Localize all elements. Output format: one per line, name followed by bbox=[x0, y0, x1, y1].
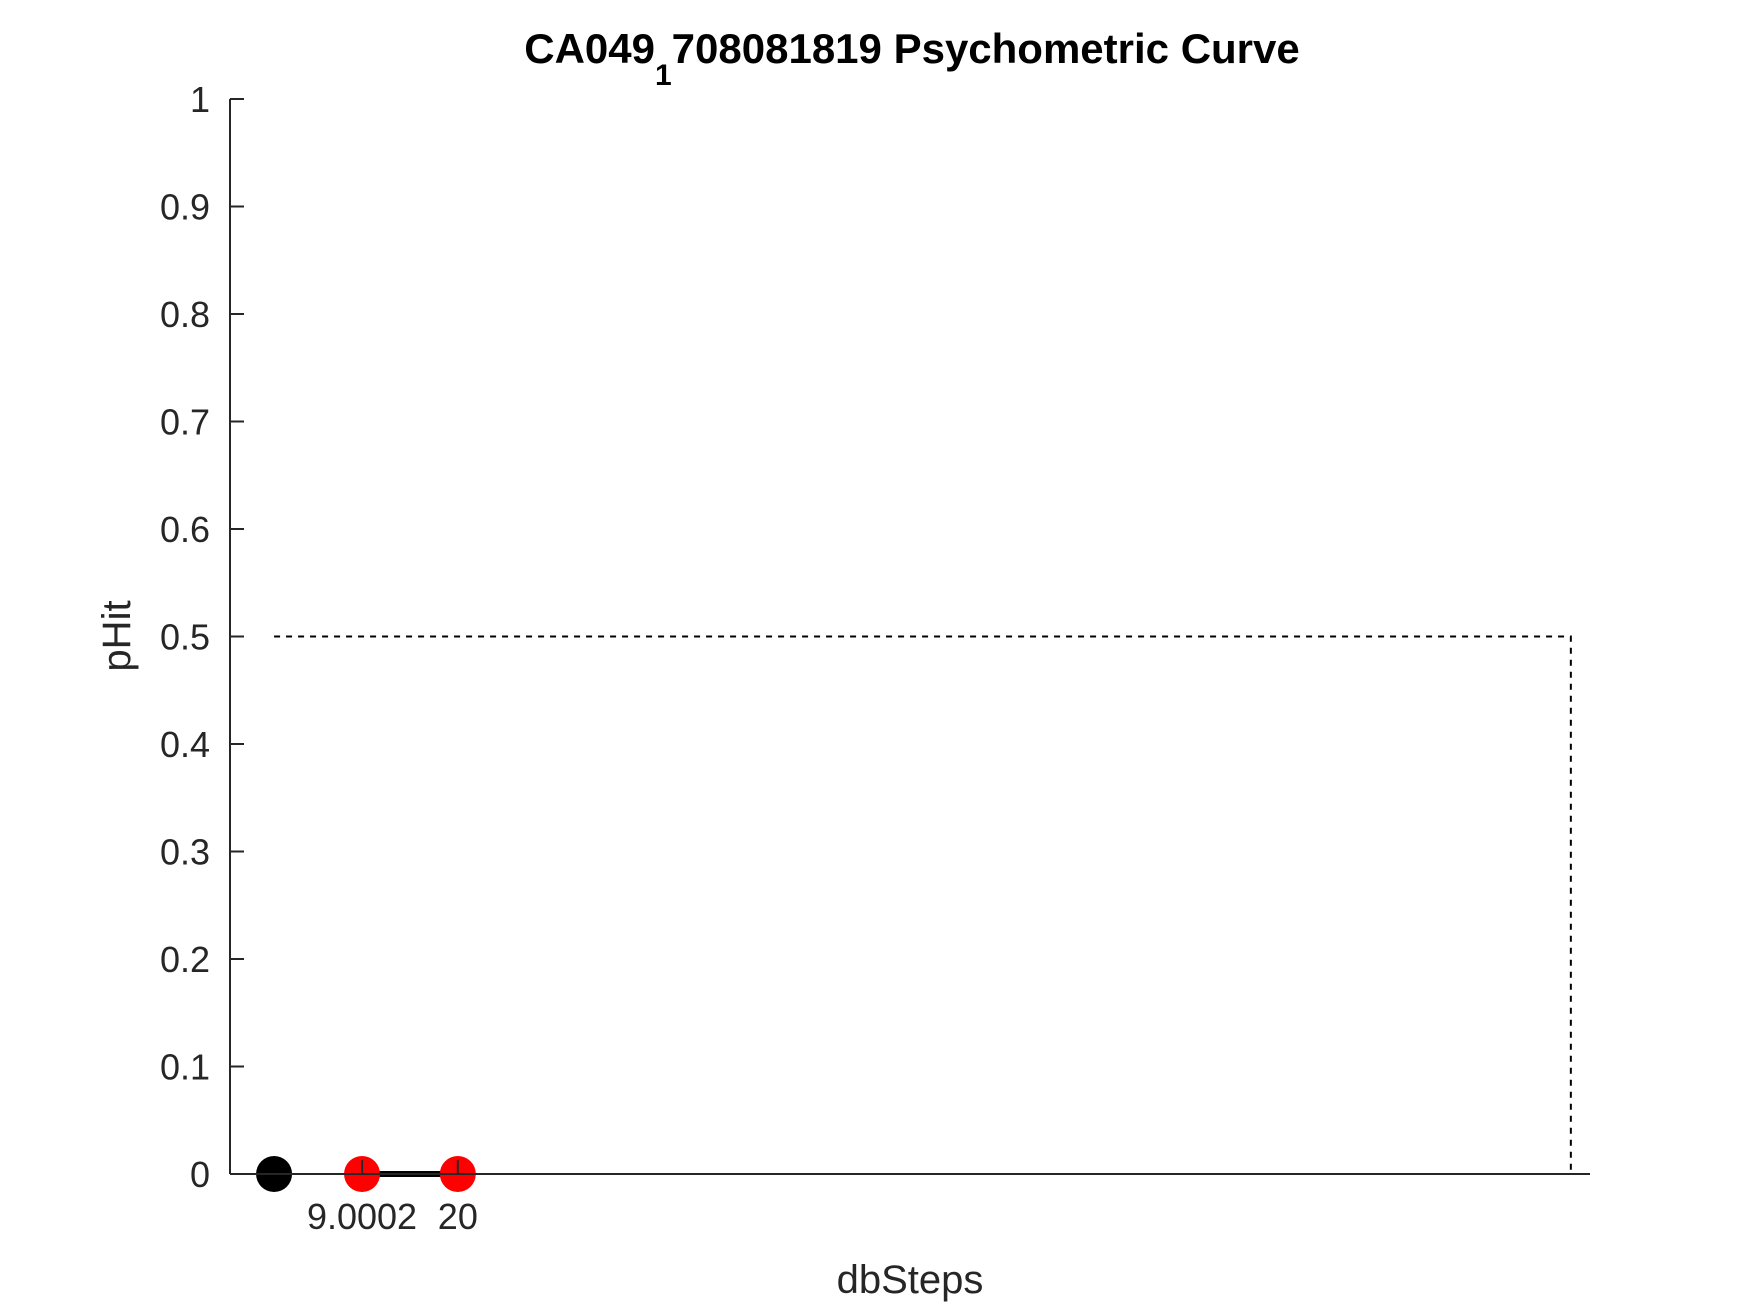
threshold-dashed-line bbox=[274, 635, 1572, 1174]
y-tick-label: 1 bbox=[190, 79, 210, 120]
y-axis-label: pHit bbox=[95, 600, 139, 671]
chart-title-main: CA049 bbox=[524, 25, 655, 72]
y-tick-label: 0.4 bbox=[160, 724, 210, 765]
y-tick-label: 0 bbox=[190, 1154, 210, 1195]
y-tick-label: 0.5 bbox=[160, 617, 210, 658]
y-axis-ticks: 0 0.1 0.2 0.3 0.4 0.5 0.6 0.7 0.8 0.9 1 bbox=[160, 79, 244, 1195]
x-tick-label: 9.0002 bbox=[307, 1196, 417, 1237]
threshold-layer bbox=[274, 635, 1572, 1174]
y-tick-label: 0.7 bbox=[160, 402, 210, 443]
x-axis-label: dbSteps bbox=[837, 1258, 984, 1302]
y-tick-label: 0.8 bbox=[160, 294, 210, 335]
y-tick-label: 0.1 bbox=[160, 1047, 210, 1088]
plot-area: 0 0.1 0.2 0.3 0.4 0.5 0.6 0.7 0.8 0.9 1 9.0002 20 bbox=[160, 79, 1590, 1237]
chart-title-rest: 708081819 Psychometric Curve bbox=[672, 25, 1300, 72]
y-tick-label: 0.2 bbox=[160, 939, 210, 980]
x-axis-ticks: 9.0002 20 bbox=[307, 1160, 478, 1237]
y-tick-label: 0.3 bbox=[160, 832, 210, 873]
chart-title: CA0491708081819 Psychometric Curve bbox=[524, 25, 1300, 92]
y-tick-label: 0.9 bbox=[160, 187, 210, 228]
y-tick-label: 0.6 bbox=[160, 509, 210, 550]
x-tick-label: 20 bbox=[438, 1196, 478, 1237]
chart-title-subscript: 1 bbox=[655, 59, 672, 92]
